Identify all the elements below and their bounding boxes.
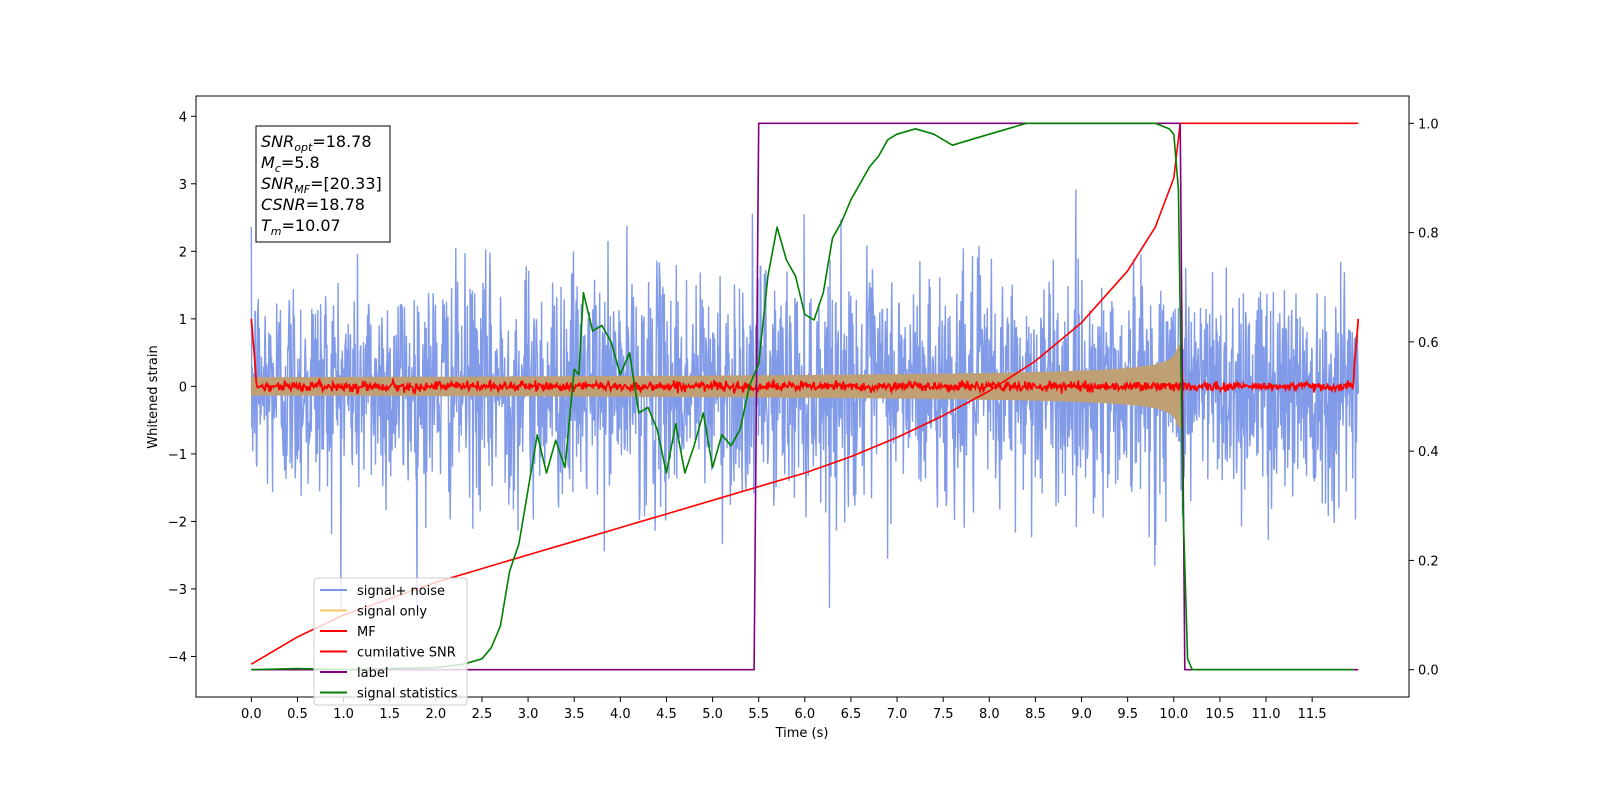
y-axis-label: Whitened strain: [146, 345, 161, 448]
legend-entry: signal only: [357, 605, 427, 620]
y2-tick-label: 0.0: [1418, 664, 1439, 679]
y2-tick-label: 0.4: [1418, 445, 1439, 460]
x-tick-label: 1.0: [333, 707, 354, 722]
x-tick-label: 6.5: [841, 707, 862, 722]
x-tick-label: 7.5: [933, 707, 954, 722]
x-tick-label: 6.0: [794, 707, 815, 722]
x-tick-label: 3.0: [518, 707, 539, 722]
y2-tick-label: 0.8: [1418, 227, 1439, 242]
legend-frame: [313, 577, 468, 706]
y2-tick-label: 0.6: [1418, 336, 1439, 351]
x-tick-label: 0.5: [287, 707, 308, 722]
y-tick-label: 0: [179, 380, 187, 395]
legend-entry: cumilative SNR: [357, 646, 456, 661]
x-tick-label: 4.0: [610, 707, 631, 722]
x-tick-label: 11.5: [1298, 707, 1327, 722]
x-tick-label: 8.5: [1025, 707, 1046, 722]
plot-frame: [195, 95, 1410, 698]
axes-ticks: 0.0 0.5 1.0 1.5 2.0 2.5 3.0 3.5 4.0 4.5 5.0 5.5 6.0 6…: [168, 110, 1439, 722]
y-tick-label: −3: [168, 583, 187, 598]
x-axis-label: Time (s): [775, 726, 829, 741]
x-tick-label: 11.0: [1252, 707, 1281, 722]
x-tick-label: 0.0: [241, 707, 262, 722]
annotation-line: CSNR=18.78: [261, 195, 365, 214]
annotation-line: SNRMF=[20.33]: [261, 174, 382, 196]
annotation-line: Mc=5.8: [261, 153, 320, 175]
x-tick-label: 5.0: [702, 707, 723, 722]
x-tick-label: 9.0: [1071, 707, 1092, 722]
y-tick-label: 2: [179, 245, 187, 260]
legend: signal+ noise signal only MF cumilative SNR…: [313, 577, 468, 706]
annotation-line: Tm=10.07: [261, 216, 341, 238]
y-tick-label: 3: [179, 178, 187, 193]
x-tick-label: 10.5: [1205, 707, 1234, 722]
series-signal-statistics: [251, 122, 1354, 671]
y-tick-label: −4: [168, 650, 187, 665]
y-tick-label: −2: [168, 515, 187, 530]
x-tick-label: 1.5: [379, 707, 400, 722]
series-mf: [250, 318, 1360, 396]
annotation-frame: [255, 125, 391, 243]
x-tick-label: 10.0: [1159, 707, 1188, 722]
annotation-line: SNRopt=18.78: [261, 132, 372, 154]
legend-entry: signal statistics: [357, 687, 458, 702]
legend-entry: MF: [357, 625, 376, 640]
legend-entry: label: [357, 666, 388, 681]
x-tick-label: 2.0: [425, 707, 446, 722]
x-tick-label: 8.0: [979, 707, 1000, 722]
annotation-box: SNRopt=18.78Mc=5.8SNRMF=[20.33]CSNR=18.7…: [255, 125, 391, 243]
y-tick-label: −1: [168, 448, 187, 463]
x-tick-label: 9.5: [1117, 707, 1138, 722]
x-tick-label: 7.0: [887, 707, 908, 722]
x-tick-label: 3.5: [564, 707, 585, 722]
y-tick-label: 4: [179, 110, 187, 125]
x-tick-label: 5.5: [748, 707, 769, 722]
x-tick-label: 2.5: [472, 707, 493, 722]
y2-tick-label: 1.0: [1418, 117, 1439, 132]
x-tick-label: 4.5: [656, 707, 677, 722]
y-tick-label: 1: [179, 313, 187, 328]
y2-tick-label: 0.2: [1418, 554, 1439, 569]
legend-entry: signal+ noise: [357, 584, 445, 599]
